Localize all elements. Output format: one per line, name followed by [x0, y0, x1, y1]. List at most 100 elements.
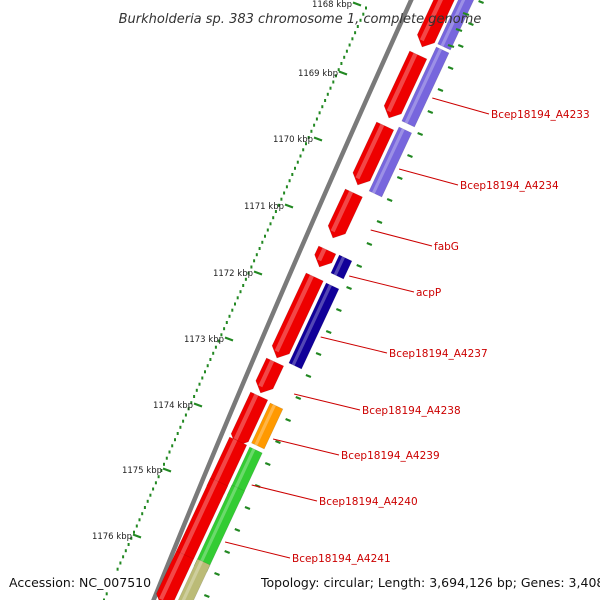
- gene-label: Bcep18194_A4234: [460, 180, 559, 192]
- major-tick-mark: [284, 203, 294, 209]
- tick-dot: [285, 185, 288, 189]
- tick-dot: [261, 240, 264, 244]
- backbone-arc: [151, 0, 414, 600]
- tick-label: 1170 kbp: [273, 135, 313, 145]
- tick-dot: [190, 401, 193, 405]
- tick-label: 1176 kbp: [92, 532, 132, 542]
- gene-label: Bcep18194_A4240: [319, 496, 418, 508]
- tick-dot: [326, 92, 329, 96]
- backbone-line: [151, 0, 414, 600]
- feature-tick: [275, 439, 281, 445]
- tick-dot: [340, 62, 343, 65]
- gene-label-leader: [432, 97, 490, 115]
- tick-dot: [105, 592, 108, 596]
- cds-feature: [271, 272, 324, 359]
- feature-tick: [386, 197, 393, 203]
- feature-tick: [447, 43, 455, 49]
- tick-dot: [220, 333, 223, 337]
- tick-dot: [318, 111, 321, 115]
- feature-tick: [376, 219, 383, 225]
- tick-dot: [302, 148, 305, 152]
- cds-feature: [352, 121, 395, 186]
- tick-dot: [141, 512, 144, 516]
- tick-dot: [154, 481, 157, 485]
- tick-dot: [247, 271, 250, 275]
- blast-feature: [177, 558, 211, 600]
- tick-label: 1171 kbp: [244, 202, 284, 212]
- tick-dot: [193, 395, 196, 398]
- tick-dot: [272, 216, 275, 220]
- major-tick-mark: [224, 336, 234, 342]
- tick-dot: [250, 265, 253, 269]
- tick-dot: [332, 80, 335, 84]
- blast-feature-highlight: [254, 404, 276, 446]
- feature-tick: [356, 263, 363, 269]
- feature-tick: [305, 373, 312, 379]
- tick-dot: [307, 136, 310, 139]
- tick-dot: [280, 197, 283, 201]
- tick-dot: [335, 74, 337, 78]
- tick-dot: [195, 388, 198, 392]
- tick-dot: [274, 210, 277, 213]
- feature-tick: [224, 549, 231, 555]
- tick-dot: [313, 123, 316, 127]
- gene-label-leader: [398, 168, 459, 186]
- tick-dot: [201, 376, 204, 380]
- tick-dot: [283, 191, 286, 195]
- tick-dot: [315, 117, 318, 121]
- tick-dot: [228, 314, 231, 318]
- feature-tick: [455, 27, 463, 33]
- tick-dot: [310, 129, 313, 133]
- tick-dot: [244, 277, 247, 281]
- map-title: Burkholderia sp. 383 chromosome 1, compl…: [119, 12, 482, 27]
- major-tick-mark: [132, 533, 142, 539]
- gene-label: acpP: [416, 287, 441, 299]
- feature-tick: [295, 395, 302, 401]
- gene-label-leader: [293, 393, 361, 411]
- tick-dot: [324, 99, 327, 102]
- blast-feature: [251, 402, 284, 450]
- tick-dot: [184, 413, 187, 417]
- cds-feature: [383, 50, 428, 119]
- genome-summary-text: Topology: circular; Length: 3,694,126 bp…: [260, 575, 600, 590]
- blast-feature-highlight: [230, 448, 256, 498]
- blast-feature-highlight: [440, 0, 466, 47]
- tick-dot: [168, 450, 171, 454]
- tick-dot: [157, 475, 160, 479]
- tick-dot: [149, 493, 152, 497]
- tick-dot: [299, 154, 302, 158]
- feature-tick: [437, 87, 444, 93]
- tick-dot: [171, 444, 174, 448]
- cds-feature: [327, 188, 363, 239]
- gene-label: Bcep18194_A4233: [491, 109, 590, 121]
- tick-dot: [165, 456, 168, 460]
- tick-dots: [103, 6, 367, 600]
- tick-dot: [291, 173, 294, 176]
- feature-tick: [244, 505, 251, 511]
- tick-dot: [174, 438, 176, 442]
- blast-feature-highlight: [181, 560, 204, 600]
- tick-dot: [329, 86, 332, 90]
- tick-dot: [130, 536, 133, 540]
- tick-dot: [223, 327, 226, 331]
- tick-dot: [214, 345, 217, 349]
- cds-feature-highlight: [258, 359, 275, 388]
- blast-feature-highlight: [372, 128, 405, 194]
- tick-dot: [239, 290, 242, 294]
- tick-label: 1168 kbp: [312, 0, 352, 10]
- tick-dot: [321, 105, 324, 109]
- tick-dot: [277, 203, 280, 207]
- feature-tick: [457, 43, 464, 49]
- gene-labels: Bcep18194_A4233 Bcep18194_A4234 fabG acpP Bc…: [224, 97, 590, 565]
- cds-feature-highlight: [179, 479, 219, 558]
- cds-feature: [255, 357, 285, 394]
- tick-dot: [337, 68, 340, 72]
- gene-label: Bcep18194_A4241: [292, 553, 391, 565]
- tick-dot: [176, 432, 179, 435]
- cds-feature: [314, 245, 337, 268]
- feature-tick: [396, 175, 403, 181]
- tick-dot: [351, 37, 354, 41]
- gene-label-leader: [251, 484, 318, 502]
- feature-tick: [366, 241, 373, 247]
